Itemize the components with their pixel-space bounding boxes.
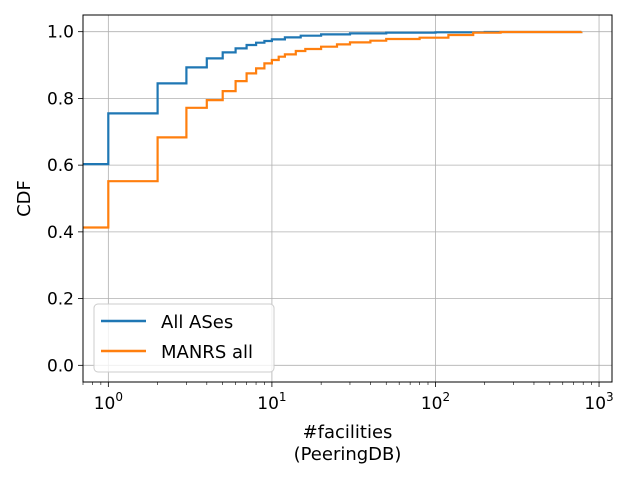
x-tick-label: 101 (257, 390, 286, 414)
series-line-all-ases (83, 30, 583, 166)
legend-label-manrs-all: MANRS all (161, 342, 253, 363)
x-tick-label: 100 (94, 390, 123, 414)
x-axis-label-line-2: (PeeringDB) (294, 444, 402, 465)
series-lines (83, 30, 583, 229)
y-tick-label: 0.0 (47, 356, 74, 376)
x-tick-label: 102 (421, 390, 450, 414)
y-axis-label: CDF (14, 180, 35, 217)
legend: All ASes MANRS all (93, 303, 275, 373)
y-tick-label: 1.0 (47, 23, 74, 43)
y-tick-label: 0.8 (47, 89, 74, 109)
series-line-manrs-all (83, 30, 583, 229)
y-tick-label: 0.6 (47, 156, 74, 176)
x-axis-label: #facilities (PeeringDB) (294, 422, 402, 465)
y-tick-label: 0.4 (47, 223, 74, 243)
legend-label-all-ases: All ASes (161, 312, 233, 333)
plot-frame (82, 14, 613, 383)
y-tick-label: 0.2 (47, 290, 74, 310)
axis-ticks: 100 101 102 103 0.0 0.2 0.4 0.6 0.8 1.0 (47, 23, 614, 414)
x-axis-label-line-1: #facilities (303, 422, 393, 443)
x-tick-label: 103 (584, 390, 613, 414)
